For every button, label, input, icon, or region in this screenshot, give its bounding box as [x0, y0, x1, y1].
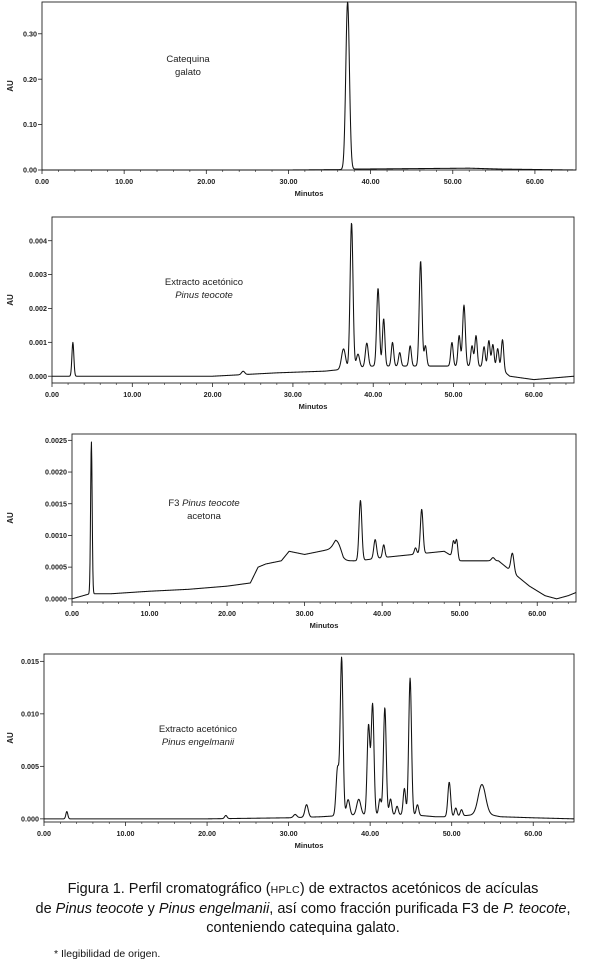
x-tick-label: 30.00: [284, 390, 302, 399]
x-tick-label: 60.00: [526, 177, 544, 186]
chromatogram-catequina-galato: 0.00 10.00 20.00 30.00 40.00 50.00 60.00 0.00 0.…: [0, 0, 606, 210]
caption-species: Pinus teocote: [55, 901, 144, 917]
plot-frame: [43, 653, 575, 823]
chart-svg: 0.00 10.00 20.00 30.00 40.00 50.00 60.00 0.0000…: [6, 433, 577, 630]
y-tick-label: 0.0005: [45, 563, 67, 572]
caption-line-2: de Pinus teocote y Pinus engelmanii, así…: [20, 900, 586, 919]
y-axis-label: AU: [6, 512, 15, 524]
x-tick-label: 60.00: [525, 390, 543, 399]
x-tick-label: 30.00: [280, 829, 298, 838]
y-tick-label: 0.001: [29, 338, 47, 347]
y-tick-label: 0.20: [23, 75, 37, 84]
chart-annotation: acetona: [187, 511, 222, 522]
plot-frame: [51, 216, 575, 384]
chromatogram-trace: [41, 1, 577, 171]
chart-svg: 0.00 10.00 20.00 30.00 40.00 50.00 60.00 0.00 0.…: [6, 1, 577, 198]
x-tick-label: 40.00: [361, 829, 379, 838]
y-axis-label: AU: [6, 80, 15, 92]
caption-text: ) de extractos acetónicos de acículas: [299, 881, 539, 897]
y-tick-label: 0.004: [29, 236, 47, 245]
x-tick-label: 30.00: [296, 609, 314, 618]
y-tick-label: 0.015: [21, 657, 39, 666]
y-tick-label: 0.010: [21, 709, 39, 718]
x-tick-label: 60.00: [524, 829, 542, 838]
y-tick-label: 0.0000: [45, 594, 67, 603]
x-axis-label: Minutos: [310, 621, 339, 630]
x-tick-label: 20.00: [198, 829, 216, 838]
x-tick-label: 50.00: [445, 390, 463, 399]
chart-svg: 0.00 10.00 20.00 30.00 40.00 50.00 60.000.0000…: [6, 216, 575, 411]
x-tick-label: 20.00: [197, 177, 215, 186]
plot-frame: [41, 1, 577, 171]
x-axis-label: Minutos: [299, 402, 328, 411]
x-tick-label: 10.00: [141, 609, 159, 618]
chart-annotation: galato: [175, 67, 201, 78]
caption-species: P. teocote: [503, 901, 567, 917]
x-tick-label: 10.00: [115, 177, 133, 186]
chart-annotation: Catequina: [166, 54, 210, 65]
chart-annotation: Pinus teocote: [175, 290, 233, 301]
y-axis-label: AU: [6, 294, 15, 306]
chart-annotation: Extracto acetónico: [165, 277, 243, 288]
chart-annotation: F3 Pinus teocote: [168, 498, 239, 509]
x-tick-label: 40.00: [373, 609, 391, 618]
y-tick-label: 0.003: [29, 270, 47, 279]
x-tick-label: 20.00: [204, 390, 222, 399]
x-tick-label: 0.00: [37, 829, 51, 838]
x-axis-label: Minutos: [295, 189, 324, 198]
footnote: * Ilegibilidad de origen.: [54, 948, 161, 960]
x-tick-label: 40.00: [364, 390, 382, 399]
caption-text: y: [143, 901, 159, 917]
x-tick-label: 0.00: [45, 390, 59, 399]
chromatogram-trace: [51, 222, 575, 381]
caption-line-1: Figura 1. Perfil cromatográfico (HPLC) d…: [20, 880, 586, 900]
chart-annotation: Pinus engelmanii: [162, 737, 235, 748]
chromatogram-pinus-engelmanii-extract: 0.00 10.00 20.00 30.00 40.00 50.00 60.00 0.000 0…: [0, 652, 606, 864]
x-tick-label: 30.00: [279, 177, 297, 186]
x-tick-label: 10.00: [123, 390, 141, 399]
y-tick-label: 0.0010: [45, 531, 67, 540]
caption-text: , así como fracción purificada F3 de: [269, 901, 504, 917]
x-tick-label: 40.00: [362, 177, 380, 186]
chromatogram-trace: [71, 441, 577, 600]
chromatogram-pinus-teocote-extract: 0.00 10.00 20.00 30.00 40.00 50.00 60.00 0.000 0…: [0, 215, 606, 427]
y-tick-label: 0.10: [23, 120, 37, 129]
caption-text: de: [35, 901, 56, 917]
chart-svg: 0.00 10.00 20.00 30.00 40.00 50.00 60.00 0.000 0…: [6, 653, 575, 850]
x-tick-label: 50.00: [451, 609, 469, 618]
plot-frame: [71, 433, 577, 603]
y-tick-label: 0.00: [23, 166, 37, 175]
chromatogram-trace: [43, 656, 575, 820]
caption-abbreviation: HPLC: [270, 884, 300, 896]
x-axis-label: Minutos: [295, 841, 324, 850]
x-tick-label: 0.00: [65, 609, 79, 618]
y-tick-label: 0.002: [29, 304, 47, 313]
caption-species: Pinus engelmanii: [158, 901, 270, 917]
x-tick-label: 10.00: [117, 829, 135, 838]
x-tick-label: 20.00: [218, 609, 236, 618]
y-tick-label: 0.0020: [45, 468, 67, 477]
y-tick-label: 0.000: [21, 814, 39, 823]
x-tick-label: 50.00: [443, 829, 461, 838]
caption-line-3: conteniendo catequina galato.: [206, 920, 400, 936]
caption-text: Figura 1. Perfil cromatográfico (: [67, 881, 271, 897]
y-tick-label: 0.0025: [45, 436, 67, 445]
chromatogram-f3-pinus-teocote: 0.00 10.00 20.00 30.00 40.00 50.00 60.00 0.0000…: [0, 432, 606, 644]
caption-text: ,: [566, 901, 571, 917]
y-tick-label: 0.30: [23, 29, 37, 38]
x-tick-label: 50.00: [444, 177, 462, 186]
y-tick-label: 0.000: [29, 372, 47, 381]
figure-caption: Figura 1. Perfil cromatográfico (HPLC) d…: [20, 880, 586, 938]
x-tick-label: 60.00: [528, 609, 546, 618]
y-axis-label: AU: [6, 732, 15, 744]
y-tick-label: 0.0015: [45, 499, 67, 508]
chart-annotation: Extracto acetónico: [159, 724, 237, 735]
x-tick-label: 0.00: [35, 177, 49, 186]
y-tick-label: 0.005: [21, 762, 39, 771]
